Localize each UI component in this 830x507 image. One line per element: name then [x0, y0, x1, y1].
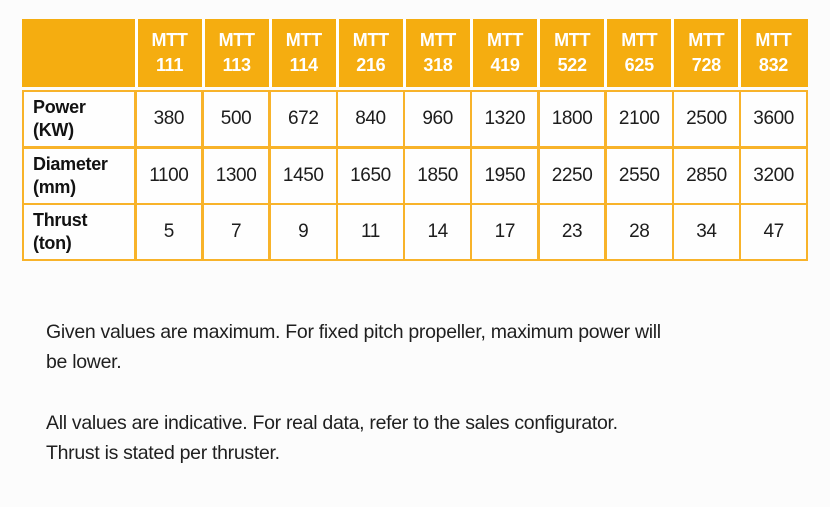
value-cell: 14 — [405, 205, 470, 259]
column-header-mtt-625: MTT 625 — [604, 19, 671, 87]
column-header-mtt-216: MTT 216 — [335, 19, 403, 87]
column-header-mtt-832: MTT 832 — [738, 19, 805, 87]
value-cell: 1950 — [472, 148, 538, 203]
column-header-mtt-522: MTT 522 — [537, 19, 604, 87]
value-cell: 23 — [539, 205, 605, 259]
table-body: Power (KW) 380 500 672 840 960 1320 1800 2100 250… — [22, 90, 808, 261]
value-cell: 1300 — [203, 148, 269, 203]
column-header-mtt-728: MTT 728 — [671, 19, 738, 87]
value-cell: 960 — [405, 92, 470, 146]
value-cell: 380 — [136, 92, 202, 146]
thruster-spec-table: MTT 111 MTT 113 MTT 114 MTT 216 MTT 318 MTT 4… — [22, 19, 808, 261]
value-cell: 2550 — [606, 148, 672, 203]
row-label-thrust: Thrust (ton) — [24, 205, 134, 259]
value-cell: 2100 — [606, 92, 672, 146]
value-cell: 3600 — [741, 92, 806, 146]
column-header-mtt-318: MTT 318 — [402, 19, 470, 87]
column-header-mtt-111: MTT 111 — [134, 19, 202, 87]
value-cell: 7 — [203, 205, 269, 259]
value-cell: 47 — [741, 205, 806, 259]
value-cell: 1100 — [136, 148, 202, 203]
row-label-diameter: Diameter (mm) — [24, 148, 134, 203]
row-label-power: Power (KW) — [24, 92, 134, 146]
footnotes: Given values are maximum. For fixed pitc… — [46, 317, 760, 499]
column-header-mtt-114: MTT 114 — [268, 19, 336, 87]
value-cell: 9 — [270, 205, 336, 259]
value-cell: 3200 — [741, 148, 806, 203]
value-cell: 672 — [270, 92, 336, 146]
value-cell: 2500 — [674, 92, 739, 146]
value-cell: 2850 — [674, 148, 739, 203]
value-cell: 5 — [136, 205, 202, 259]
value-cell: 1850 — [405, 148, 470, 203]
value-cell: 17 — [472, 205, 538, 259]
value-cell: 840 — [338, 92, 403, 146]
value-cell: 1800 — [539, 92, 605, 146]
value-cell: 1650 — [338, 148, 403, 203]
table-header-row: MTT 111 MTT 113 MTT 114 MTT 216 MTT 318 MTT 4… — [22, 19, 808, 87]
value-cell: 1450 — [270, 148, 336, 203]
note-maximum-values: Given values are maximum. For fixed pitc… — [46, 321, 661, 373]
column-header-mtt-113: MTT 113 — [201, 19, 269, 87]
value-cell: 28 — [606, 205, 672, 259]
value-cell: 11 — [338, 205, 403, 259]
corner-cell — [25, 19, 135, 87]
note-indicative-values: All values are indicative. For real data… — [46, 412, 618, 464]
value-cell: 1320 — [472, 92, 538, 146]
column-header-mtt-419: MTT 419 — [469, 19, 537, 87]
value-cell: 34 — [674, 205, 739, 259]
value-cell: 2250 — [539, 148, 605, 203]
value-cell: 500 — [203, 92, 269, 146]
